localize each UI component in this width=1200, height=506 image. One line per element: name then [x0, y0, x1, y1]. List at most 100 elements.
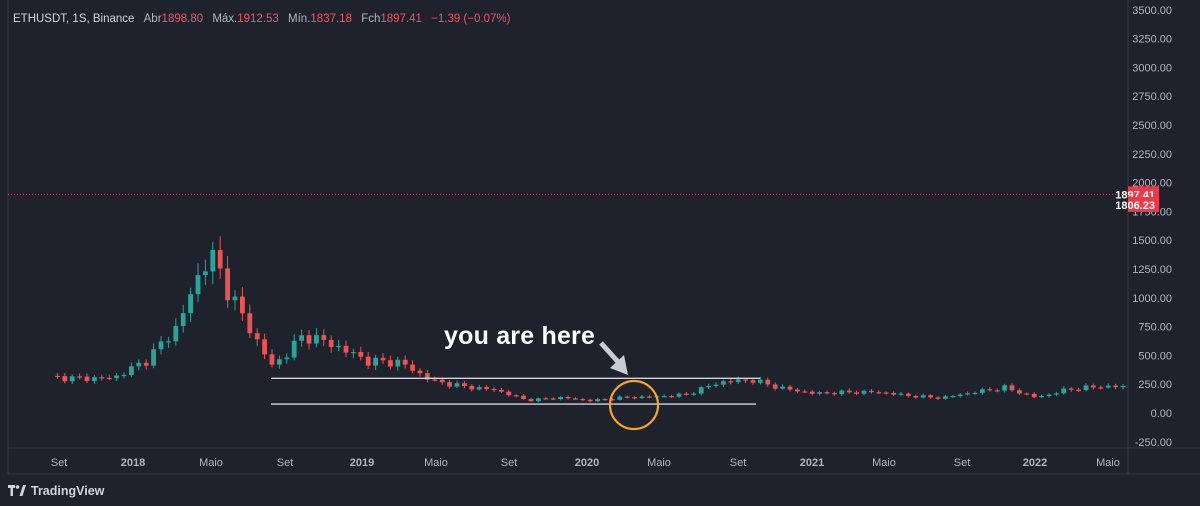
candle-body [883, 392, 889, 394]
tradingview-icon [8, 485, 26, 496]
candle-body [846, 390, 852, 393]
candle-body [343, 345, 349, 353]
candle-body [432, 379, 438, 381]
candle-body [1017, 390, 1022, 394]
candle-body [410, 364, 415, 371]
candle-body [203, 271, 208, 276]
candle-body [639, 396, 645, 399]
candle-body [151, 349, 156, 366]
time-tick-label: Maio [872, 457, 896, 469]
brand-name: TradingView [31, 484, 105, 498]
candle-body [965, 393, 970, 395]
candle-body [462, 383, 467, 386]
candle-body [787, 386, 793, 390]
time-tick-label: Set [51, 457, 68, 469]
candle-body [77, 376, 82, 378]
close-label: Fch [361, 13, 381, 25]
candle-body [647, 396, 652, 398]
time-tick-label: Set [501, 457, 518, 469]
candle-body [351, 352, 356, 354]
candle-body [706, 385, 711, 388]
candle-body [92, 377, 97, 382]
candle-body [661, 396, 667, 398]
candle-body [624, 396, 630, 398]
candle-body [136, 362, 142, 367]
price-tick-label: 750.00 [1138, 322, 1172, 334]
arrow-head [610, 355, 628, 375]
candle-body [758, 379, 763, 383]
candle-body [499, 390, 504, 392]
candle-body [735, 379, 741, 383]
candle-body [166, 341, 171, 343]
candle-body [691, 393, 697, 395]
candle-body [506, 391, 512, 396]
candle-body [1046, 394, 1052, 397]
candle-body [210, 250, 216, 272]
price-tick-label: 1250.00 [1132, 264, 1172, 276]
time-tick-label: Maio [199, 457, 223, 469]
candle-body [943, 396, 948, 399]
time-tick-label: Set [730, 457, 747, 469]
price-tick-label: 2250.00 [1132, 149, 1172, 161]
candle-body [809, 391, 815, 394]
candle-body [358, 352, 364, 357]
candle-body [869, 390, 874, 393]
candle-body [306, 335, 312, 344]
candle-body [676, 393, 682, 397]
candle-body [425, 373, 430, 380]
candle-body [240, 296, 245, 314]
candle-body [861, 390, 867, 394]
time-tick-label: 2022 [1023, 457, 1047, 469]
candle-body [1105, 385, 1111, 388]
candle-body [225, 268, 230, 301]
candle-body [780, 386, 785, 389]
price-tick-label: 1500.00 [1132, 235, 1172, 247]
time-tick-label: Set [954, 457, 971, 469]
candle-body [972, 392, 978, 395]
candle-body [728, 381, 734, 383]
candle-body [380, 357, 386, 361]
time-tick-label: Set [277, 457, 294, 469]
candle-body [610, 399, 615, 401]
candle-body [536, 398, 541, 402]
candle-body [1039, 396, 1044, 398]
candle-body [521, 395, 526, 399]
candle-body [469, 385, 475, 390]
open-value: 1898.80 [161, 13, 204, 25]
candle-body [987, 389, 993, 391]
symbol-name[interactable]: ETHUSDT, 1S, Binance [13, 13, 135, 25]
time-tick-label: Maio [424, 457, 448, 469]
close-value: 1897.41 [380, 13, 422, 25]
candle-body [1061, 388, 1067, 394]
candle-body [891, 392, 896, 395]
candle-body [484, 387, 489, 389]
candle-body [994, 390, 1000, 392]
candle-body [439, 379, 445, 383]
tradingview-logo[interactable]: TradingView [8, 484, 104, 498]
candle-body [62, 376, 68, 382]
time-tick-label: Maio [647, 457, 671, 469]
price-tick-label: 2500.00 [1132, 120, 1172, 132]
candle-body [195, 275, 201, 295]
candle-body [1031, 393, 1037, 398]
candle-body [114, 375, 119, 379]
candle-body [143, 362, 149, 366]
candle-body [854, 392, 859, 394]
price-tick-label: 2750.00 [1132, 91, 1172, 103]
high-label: Máx. [212, 13, 238, 25]
candle-body [906, 393, 911, 396]
candle-body [417, 370, 423, 374]
candle-body [632, 397, 637, 399]
candle-body [106, 377, 112, 379]
candle-body [950, 396, 956, 398]
candle-body [402, 359, 408, 365]
price-tick-label: 250.00 [1138, 379, 1172, 391]
price-tick-label: 3250.00 [1132, 34, 1172, 46]
second-price-badge-label: 1806.23 [1115, 200, 1155, 212]
candle-body [580, 399, 586, 401]
price-tick-label: 500.00 [1138, 350, 1172, 362]
candle-body [299, 335, 304, 341]
candle-body [99, 377, 105, 379]
